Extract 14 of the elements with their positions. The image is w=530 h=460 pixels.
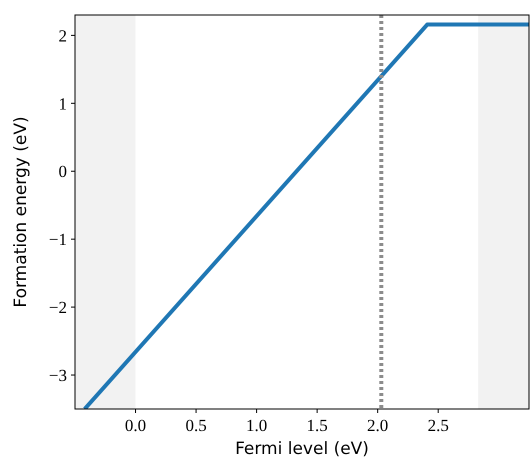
y-tick-label: 1	[58, 94, 67, 114]
y-tick-label: 0	[58, 162, 67, 182]
y-tick-label: −3	[48, 366, 67, 386]
x-axis-title: Fermi level (eV)	[235, 439, 369, 459]
y-tick-label: −1	[48, 230, 67, 250]
x-tick-label: 1.5	[306, 416, 328, 435]
x-tick-label: 0.0	[124, 416, 146, 435]
x-tick-label: 2.0	[367, 416, 388, 435]
y-axis-title: Formation energy (eV)	[11, 116, 31, 308]
y-tick-label: 2	[58, 26, 67, 46]
x-tick-label: 2.5	[428, 416, 449, 435]
y-tick-label: −2	[48, 298, 67, 318]
x-tick-label: 1.0	[246, 416, 268, 435]
x-tick-label: 0.5	[185, 416, 207, 435]
